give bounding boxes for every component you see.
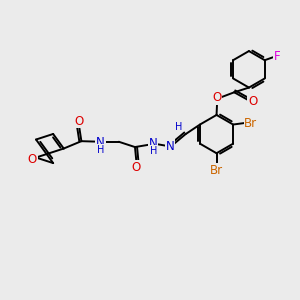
Text: H: H: [176, 122, 183, 132]
Text: O: O: [248, 94, 257, 108]
Text: N: N: [149, 137, 158, 150]
Text: O: O: [132, 160, 141, 174]
Text: O: O: [212, 91, 222, 104]
Text: Br: Br: [244, 117, 257, 130]
Text: H: H: [97, 145, 104, 155]
Text: H: H: [150, 146, 157, 156]
Text: F: F: [274, 50, 281, 63]
Text: N: N: [96, 136, 105, 149]
Text: N: N: [166, 140, 175, 153]
Text: Br: Br: [210, 164, 223, 177]
Text: O: O: [74, 115, 84, 128]
Text: O: O: [28, 153, 37, 167]
